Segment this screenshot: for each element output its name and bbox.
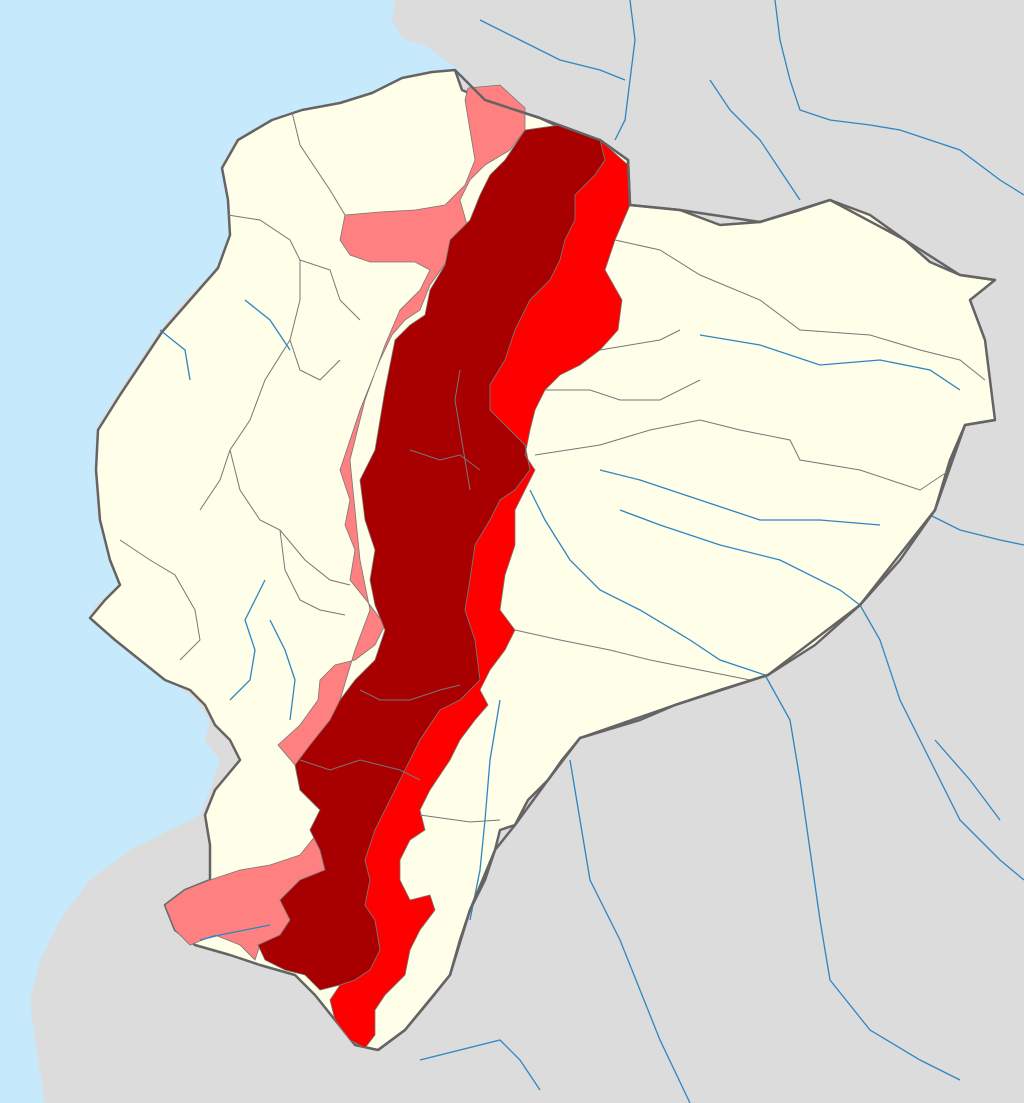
colombia-border (454, 69, 996, 282)
eastern-slope-region (329, 138, 631, 1049)
peru-border (377, 418, 996, 1052)
rivers (159, 0, 1024, 1103)
province-boundaries (119, 111, 986, 823)
pacific-ocean (0, 0, 462, 1103)
